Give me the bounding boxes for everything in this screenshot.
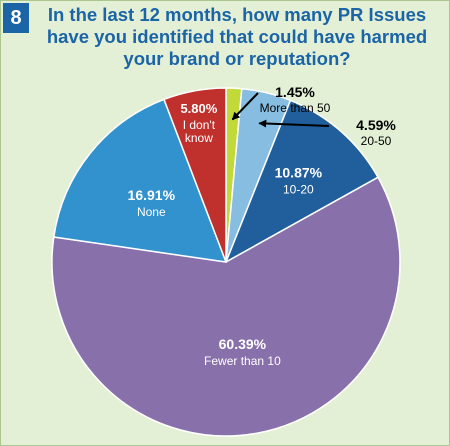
leader-arrow-20-50 <box>258 119 330 128</box>
chart-title-line-1: In the last 12 months, how many PR Issue… <box>47 4 427 25</box>
data-label-category-i-don-t-know-1: I don't <box>183 118 216 132</box>
chart-title: In the last 12 months, how many PR Issue… <box>31 4 443 70</box>
figure-number-badge: 8 <box>3 3 29 33</box>
data-label-category-more-than-50: More than 50 <box>260 101 331 115</box>
data-label-category-i-don-t-know-2: know <box>185 131 213 145</box>
data-label-category-10-20: 10-20 <box>283 183 314 197</box>
data-label-category-fewer-than-10: Fewer than 10 <box>204 354 281 368</box>
data-label-value-10-20: 10.87% <box>275 165 323 181</box>
data-label-value-more-than-50: 1.45% <box>275 84 315 100</box>
pie-slice-i-don-t-know <box>163 87 227 263</box>
pie-slice-none <box>52 98 228 263</box>
data-label-category-none: None <box>137 205 166 219</box>
data-label-value-20-50: 4.59% <box>356 117 396 133</box>
data-label-value-i-don-t-know: 5.80% <box>180 101 217 116</box>
chart-title-line-3: your brand or reputation? <box>123 48 351 69</box>
pie-slice-fewer-than-10 <box>51 176 401 437</box>
chart-title-line-2: have you identified that could have harm… <box>46 26 428 47</box>
data-label-value-none: 16.91% <box>128 187 176 203</box>
pie-slice-10-20 <box>224 99 380 264</box>
data-label-category-20-50: 20-50 <box>361 134 392 148</box>
data-label-value-fewer-than-10: 60.39% <box>219 336 267 352</box>
leader-arrow-more-than-50 <box>231 92 259 121</box>
